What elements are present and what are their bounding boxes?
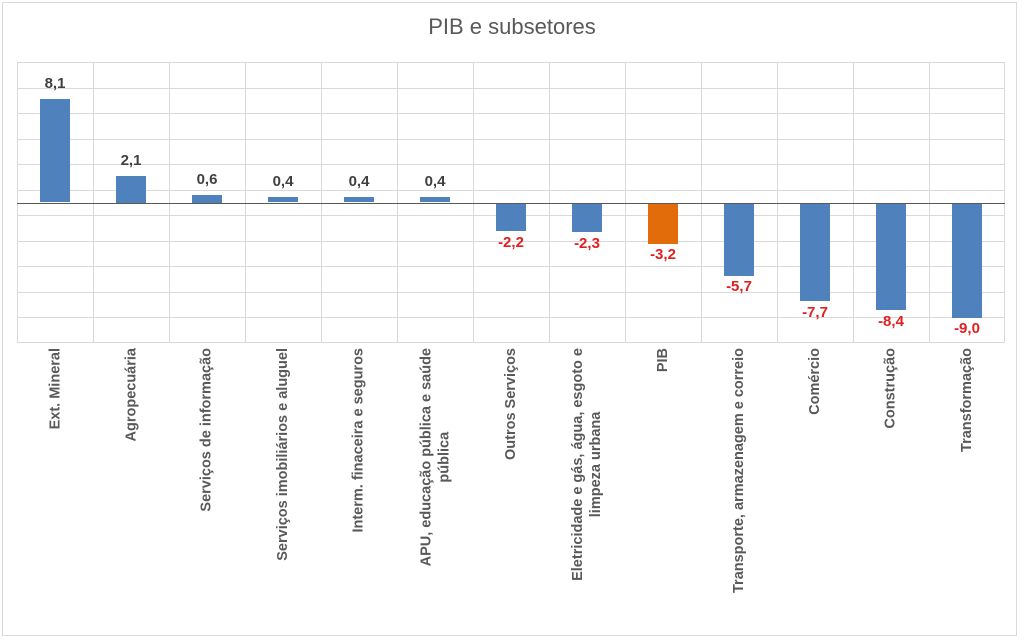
data-label: -8,4	[878, 313, 904, 330]
x-axis-label-text: Serviços imobiliários e aluguel	[275, 348, 291, 561]
bar-2[interactable]	[192, 195, 222, 203]
gridline-vertical	[245, 62, 246, 343]
chart-title: PIB e subsetores	[428, 14, 596, 39]
gridline-horizontal	[17, 88, 1005, 89]
x-axis-label-text: Comércio	[807, 348, 823, 415]
bar-4[interactable]	[344, 197, 374, 202]
gridline-horizontal	[17, 139, 1005, 140]
bar-10[interactable]	[800, 203, 830, 301]
gridline-vertical	[625, 62, 626, 343]
gridline-horizontal	[17, 241, 1005, 242]
bar-5[interactable]	[420, 197, 450, 202]
data-label: 0,4	[424, 173, 446, 190]
bar-8[interactable]	[648, 203, 678, 244]
gridline-vertical	[929, 62, 930, 343]
gridline-vertical	[701, 62, 702, 343]
data-label: 0,4	[272, 173, 294, 190]
data-label: -9,0	[954, 320, 980, 337]
gridline-horizontal	[17, 113, 1005, 114]
data-label: -3,2	[650, 246, 676, 263]
gridline-vertical	[17, 62, 18, 343]
gridline-vertical	[853, 62, 854, 343]
gridline-vertical	[93, 62, 94, 343]
bar-11[interactable]	[876, 203, 906, 310]
x-axis-label-text: Transformação	[959, 348, 975, 452]
gridline-horizontal	[17, 317, 1005, 318]
gridline-horizontal	[17, 292, 1005, 293]
bar-6[interactable]	[496, 203, 526, 231]
x-axis-label-text: APU, educação pública e saúde pública	[418, 348, 452, 567]
bar-3[interactable]	[268, 197, 298, 202]
gridline-vertical	[549, 62, 550, 343]
data-label: 8,1	[44, 75, 66, 92]
gridline-horizontal	[17, 164, 1005, 165]
zero-axis-line	[17, 203, 1005, 204]
gridline-vertical	[777, 62, 778, 343]
x-axis-label-text: PIB	[655, 348, 671, 373]
x-axis-label-text: Agropecuária	[123, 348, 139, 442]
data-label: 0,4	[348, 173, 370, 190]
x-axis-label-text: Outros Serviços	[503, 348, 519, 461]
data-label: -2,3	[574, 235, 600, 252]
x-axis-label-text: Eletricidade e gás, água, esgoto e limpez…	[570, 348, 604, 581]
gridline-vertical	[1004, 62, 1005, 343]
data-label: -7,7	[802, 304, 828, 321]
x-axis-label-text: Serviços de informação	[199, 348, 215, 512]
x-axis-label-text: Transporte, armazenagem e correio	[731, 348, 747, 593]
gridline-vertical	[321, 62, 322, 343]
bar-9[interactable]	[724, 203, 754, 276]
gridline-horizontal	[17, 266, 1005, 267]
gridline-vertical	[169, 62, 170, 343]
bar-12[interactable]	[952, 203, 982, 318]
gridline-horizontal	[17, 190, 1005, 191]
x-axis-label-text: Interm. finaceira e seguros	[351, 348, 367, 533]
bar-1[interactable]	[116, 176, 146, 203]
data-label: -5,7	[726, 278, 752, 295]
x-axis-label-text: Ext. Mineral	[47, 348, 63, 430]
gridline-vertical	[473, 62, 474, 343]
gridline-vertical	[397, 62, 398, 343]
plot-area: 8,1 2,1 0,6 0,4 0,4 0,4 -2,2 -2,3 -3,2 -5,7 -7,7 -8…	[17, 62, 1005, 343]
data-label: -2,2	[498, 234, 524, 251]
gridline-horizontal	[17, 342, 1005, 343]
gridline-horizontal	[17, 62, 1005, 63]
data-label: 2,1	[120, 152, 142, 169]
x-axis-label-text: Construção	[883, 348, 899, 429]
bar-0[interactable]	[40, 99, 70, 202]
bar-7[interactable]	[572, 203, 602, 232]
data-label: 0,6	[196, 171, 218, 188]
